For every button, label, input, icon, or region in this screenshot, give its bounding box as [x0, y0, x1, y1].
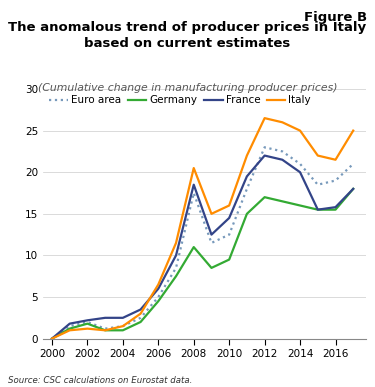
Text: Source: CSC calculations on Eurostat data.: Source: CSC calculations on Eurostat dat… [8, 376, 192, 385]
Text: Figure B: Figure B [304, 11, 368, 24]
Text: (Cumulative change in manufacturing producer prices): (Cumulative change in manufacturing prod… [38, 83, 337, 93]
Text: The anomalous trend of producer prices in Italy
based on current estimates: The anomalous trend of producer prices i… [8, 21, 366, 50]
Legend: Euro area, Germany, France, Italy: Euro area, Germany, France, Italy [46, 92, 314, 108]
